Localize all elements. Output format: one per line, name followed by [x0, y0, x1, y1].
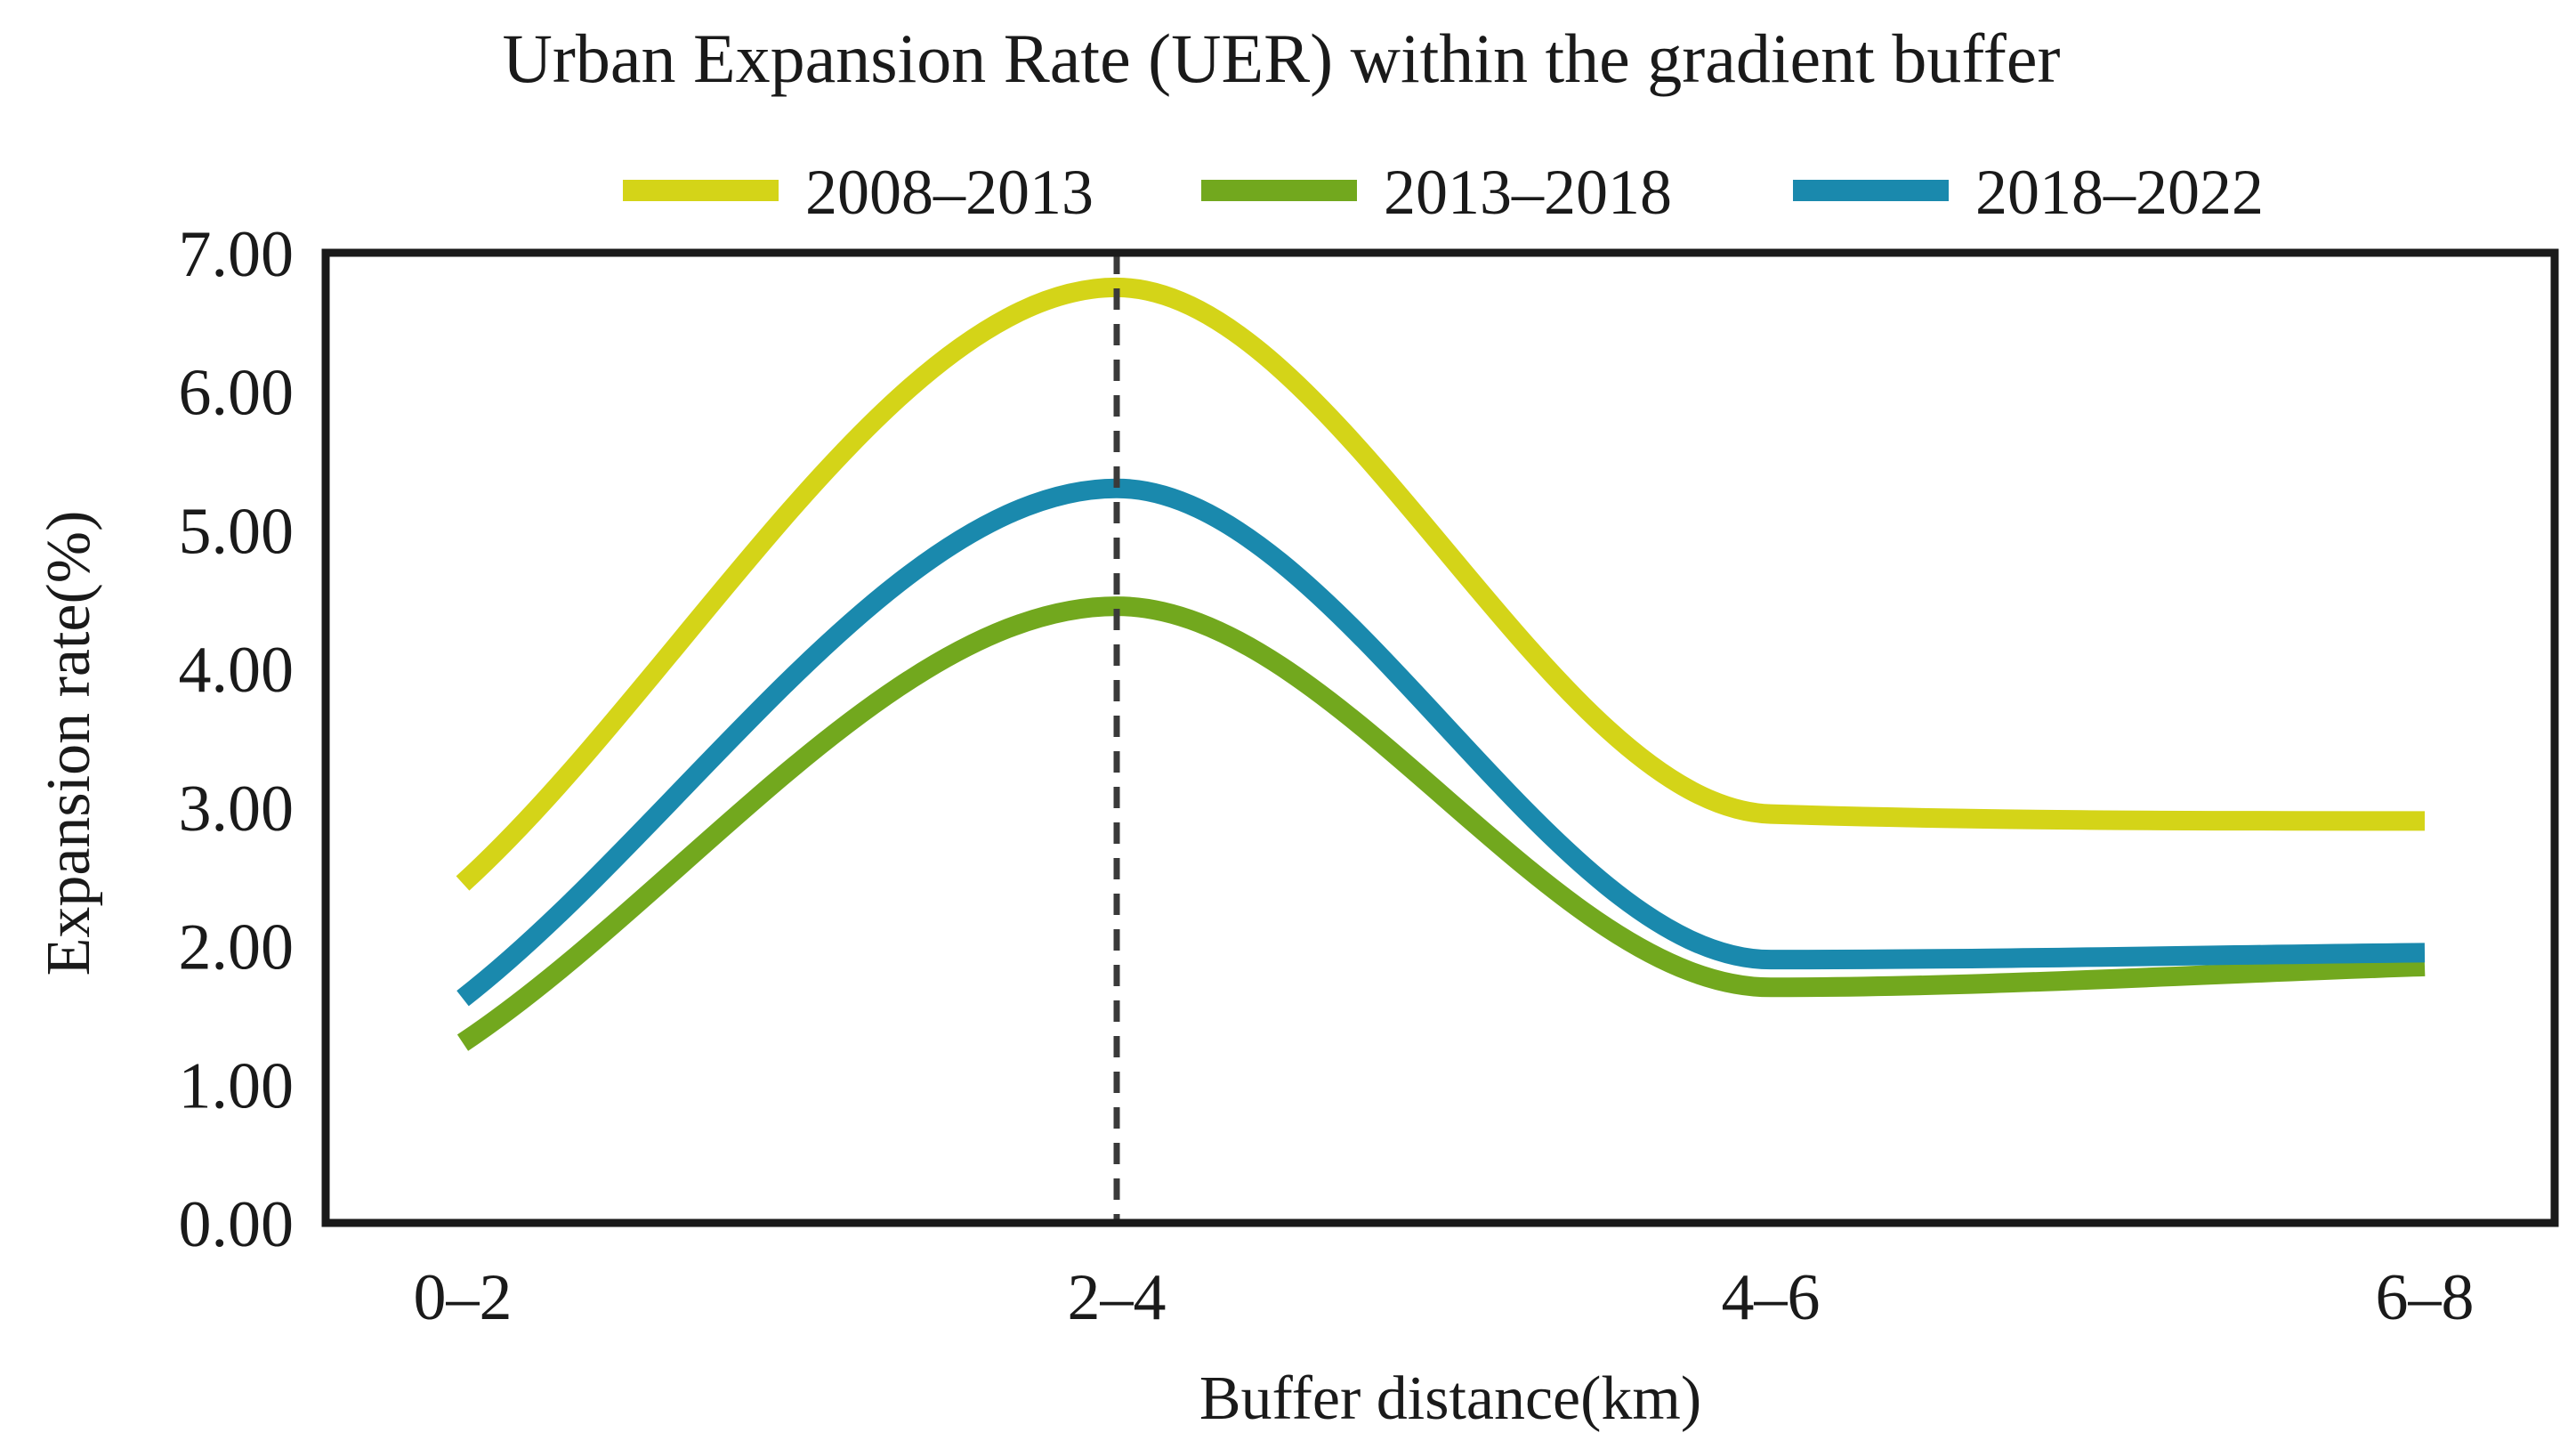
legend-item: 2008–2013: [623, 157, 1094, 228]
x-axis-ticks: 0–2 2–4 4–6 6–8: [414, 1261, 2475, 1334]
legend-swatch: [1201, 180, 1357, 201]
x-tick-label: 4–6: [1722, 1261, 1821, 1334]
y-axis-label: Expansion rate(%): [35, 511, 103, 976]
legend-label: 2013–2018: [1384, 157, 1672, 228]
x-tick-label: 6–8: [2376, 1261, 2475, 1334]
legend-item: 2018–2022: [1793, 157, 2264, 228]
x-tick-label: 0–2: [414, 1261, 513, 1334]
x-axis-label: Buffer distance(km): [1199, 1364, 1701, 1433]
legend: 2008–2013 2013–2018 2018–2022: [623, 157, 2264, 228]
y-tick-label: 1.00: [179, 1049, 295, 1122]
series-layer: [463, 287, 2425, 1043]
legend-swatch: [1793, 180, 1949, 201]
y-tick-label: 3.00: [179, 773, 295, 846]
y-tick-label: 2.00: [179, 911, 295, 984]
plot-frame: [326, 253, 2555, 1223]
x-tick-label: 2–4: [1068, 1261, 1167, 1334]
series-line: [463, 489, 2425, 999]
y-tick-label: 5.00: [179, 495, 295, 568]
y-tick-label: 0.00: [179, 1188, 295, 1261]
y-tick-label: 4.00: [179, 634, 295, 707]
legend-swatch: [623, 180, 779, 201]
legend-label: 2008–2013: [805, 157, 1094, 228]
series-2018–2022: [463, 489, 2425, 999]
y-tick-label: 7.00: [179, 218, 295, 291]
legend-label: 2018–2022: [1975, 157, 2264, 228]
y-tick-label: 6.00: [179, 357, 295, 430]
chart-title: Urban Expansion Rate (UER) within the gr…: [503, 20, 2061, 97]
y-axis-ticks: 0.00 1.00 2.00 3.00 4.00 5.00 6.00 7.00: [179, 218, 295, 1261]
legend-item: 2013–2018: [1201, 157, 1672, 228]
